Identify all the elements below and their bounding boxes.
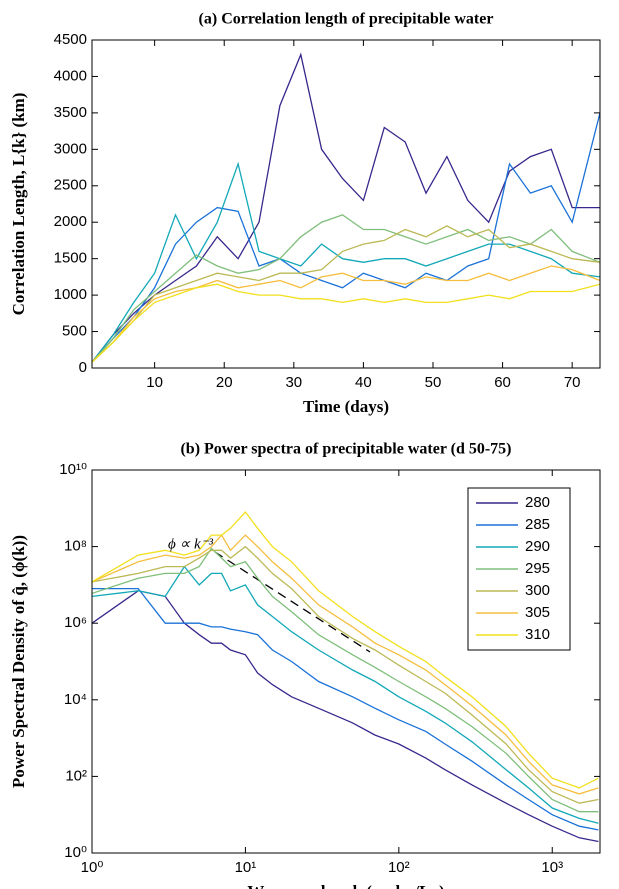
line <box>92 587 599 831</box>
legend-label: 285 <box>525 516 550 533</box>
y-tick-label: 10² <box>65 767 87 784</box>
y-tick-label: 1500 <box>54 250 87 267</box>
x-tick-label: 10¹ <box>235 859 257 876</box>
y-axis-label: Correlation Length, L{k} (km) <box>9 93 28 316</box>
line <box>92 161 600 363</box>
legend-label: 280 <box>525 494 550 511</box>
x-tick-label: 60 <box>494 374 511 391</box>
x-tick-label: 70 <box>564 374 581 391</box>
y-tick-label: 10¹⁰ <box>59 461 87 478</box>
line <box>92 510 599 789</box>
line <box>92 112 600 363</box>
axes-box <box>91 39 601 369</box>
x-tick-label: 30 <box>285 374 302 391</box>
y-tick-label: 500 <box>62 323 87 340</box>
x-tick-label: 10⁰ <box>81 859 104 876</box>
x-tick-label: 10² <box>388 859 410 876</box>
line <box>92 545 599 804</box>
line <box>92 590 599 843</box>
x-tick-label: 40 <box>355 374 372 391</box>
chart-title: (a) Correlation length of precipitable w… <box>199 11 494 28</box>
y-axis-label: Power Spectral Density of q̂, (ϕ(k)) <box>9 535 28 788</box>
plot-area <box>92 52 600 363</box>
y-tick-label: 10⁰ <box>64 844 87 861</box>
x-axis-label: Time (days) <box>303 397 389 416</box>
legend-label: 300 <box>525 582 550 599</box>
y-tick-label: 4000 <box>54 67 87 84</box>
line <box>92 547 599 813</box>
y-tick-label: 3500 <box>54 104 87 121</box>
x-tick-label: 10 <box>146 374 163 391</box>
y-tick-label: 2000 <box>54 213 87 230</box>
annotation: ϕ ∝ k⁻³ <box>168 536 214 552</box>
x-tick-label: 10³ <box>541 859 563 876</box>
chart-title: (b) Power spectra of precipitable water … <box>180 441 511 458</box>
line <box>92 283 600 363</box>
legend-label: 305 <box>525 604 550 621</box>
legend-label: 295 <box>525 560 550 577</box>
line <box>92 533 599 795</box>
y-tick-label: 10⁶ <box>64 614 87 631</box>
x-tick-label: 20 <box>216 374 233 391</box>
y-tick-label: 4500 <box>54 31 87 48</box>
y-tick-label: 1000 <box>54 286 87 303</box>
y-tick-label: 2500 <box>54 177 87 194</box>
y-tick-label: 3000 <box>54 140 87 157</box>
line <box>92 214 600 363</box>
y-tick-label: 0 <box>79 359 87 376</box>
legend-label: 310 <box>525 626 550 643</box>
x-tick-label: 50 <box>425 374 442 391</box>
line <box>92 52 600 363</box>
line <box>92 225 600 363</box>
line <box>92 565 599 824</box>
y-tick-label: 10⁸ <box>64 538 87 555</box>
y-tick-label: 10⁴ <box>64 691 87 708</box>
plot-area <box>92 510 599 843</box>
axes-box <box>91 469 601 854</box>
reference-slope <box>214 551 371 653</box>
line <box>92 265 600 363</box>
legend-label: 290 <box>525 538 550 555</box>
x-axis-label: Wavenumber, k (cycles/Lx) <box>247 882 444 889</box>
